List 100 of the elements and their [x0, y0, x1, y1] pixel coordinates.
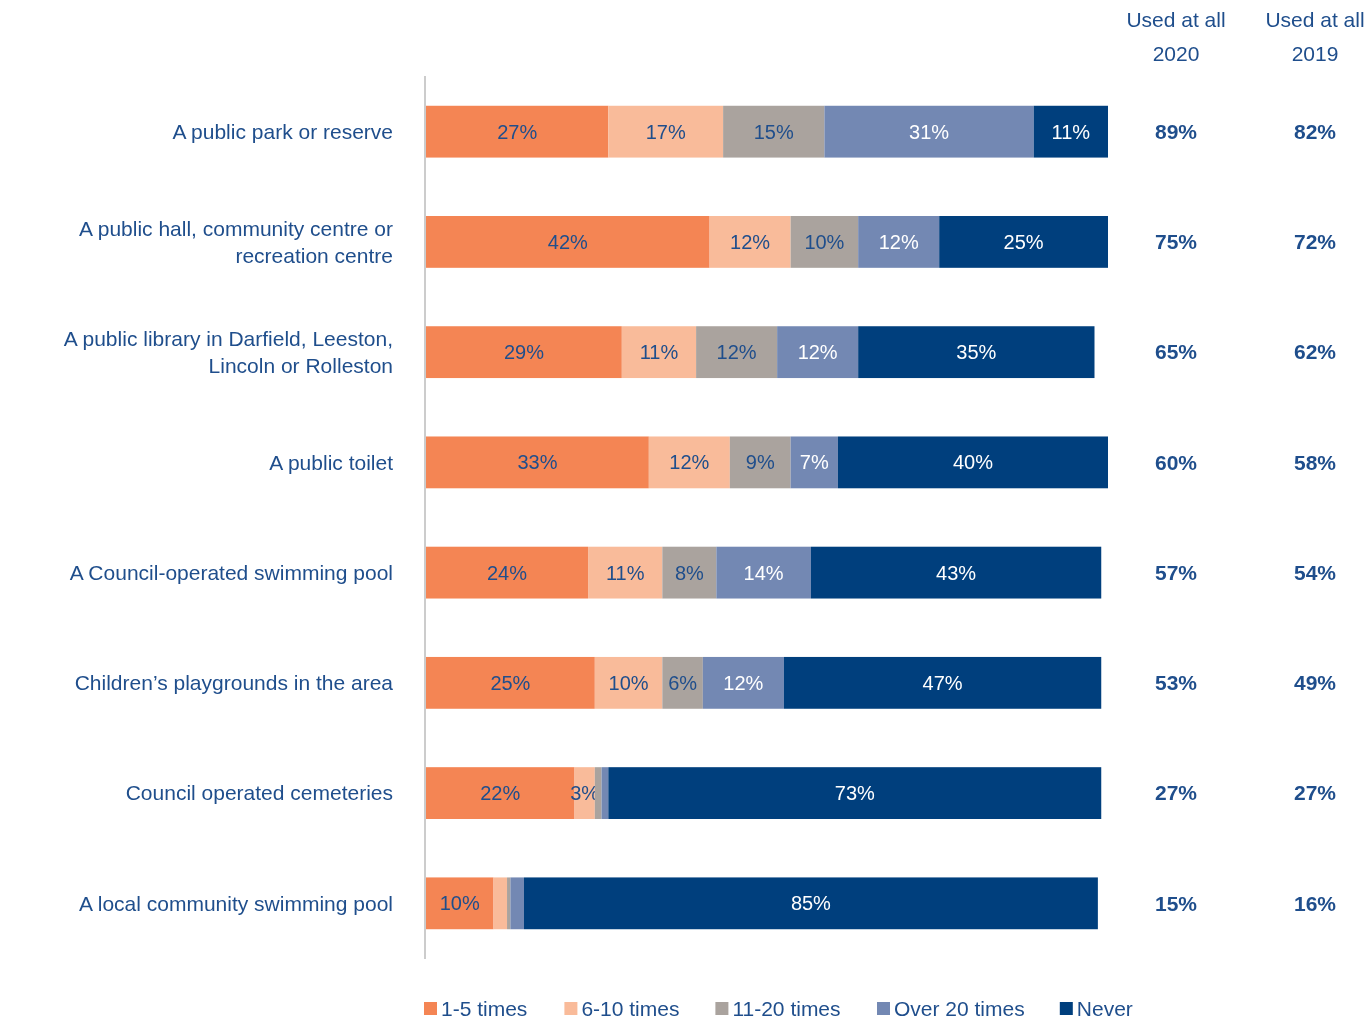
category-label: Used at all 2019	[1265, 8, 1365, 65]
bar	[662, 546, 717, 599]
data-label: 24%	[487, 561, 528, 584]
bar	[810, 546, 1102, 599]
data-label: 42%	[547, 230, 589, 253]
bar	[426, 105, 609, 158]
text: 27%	[1293, 781, 1337, 805]
text: 57%	[1154, 560, 1198, 584]
data-label: 25%	[1003, 230, 1044, 253]
data-label: 10%	[608, 671, 649, 694]
bar	[426, 546, 589, 599]
data-label: 22%	[480, 782, 521, 805]
data-label: 11%	[1051, 120, 1091, 143]
bar	[426, 877, 494, 930]
bar	[621, 326, 697, 379]
legend-label: Never	[1076, 997, 1133, 1019]
data-label: 85%	[790, 892, 832, 915]
legend-label: 6-10 times	[581, 997, 680, 1019]
y-tick-label: A public park or reserve	[172, 120, 393, 144]
bar	[858, 216, 940, 268]
text: 89%	[1154, 120, 1198, 144]
bar	[858, 326, 1095, 379]
bar	[493, 877, 508, 930]
data-label: 29%	[503, 341, 545, 364]
data-label: 14%	[743, 561, 784, 584]
bar	[588, 546, 663, 599]
bar	[426, 656, 595, 709]
text: 15%	[1154, 891, 1198, 915]
data-label: 9%	[745, 451, 775, 474]
text: 49%	[1293, 671, 1337, 695]
data-label: 15%	[753, 120, 794, 143]
text: 16%	[1293, 891, 1337, 915]
text: 82%	[1293, 120, 1337, 144]
bar	[729, 436, 791, 489]
bar	[783, 656, 1102, 709]
text: 58%	[1293, 450, 1337, 474]
data-label: 11%	[639, 341, 679, 364]
data-label: 12%	[730, 230, 771, 253]
bar	[426, 326, 622, 379]
bar	[594, 656, 663, 709]
bar	[648, 436, 730, 489]
data-label: 12%	[723, 671, 764, 694]
bar	[790, 216, 859, 268]
data-label: 6%	[668, 671, 698, 694]
y-tick-label: A public library in Darfield, Leeston, Lincoln or Rolleston	[63, 326, 393, 377]
legend-label: 11-20 times	[732, 997, 841, 1019]
data-label: 12%	[716, 341, 757, 364]
data-label: 7%	[799, 451, 829, 474]
data-label: 12%	[878, 230, 919, 253]
data-label: 25%	[490, 671, 531, 694]
data-label: 12%	[797, 341, 838, 364]
bar	[709, 216, 791, 268]
y-tick-label: Children’s playgrounds in the area	[74, 671, 394, 695]
bar	[696, 326, 778, 379]
text: 54%	[1293, 560, 1337, 584]
bar	[426, 436, 649, 489]
data-label: 10%	[804, 230, 845, 253]
data-label: 27%	[497, 120, 538, 143]
y-tick-label: A local community swimming pool	[79, 891, 393, 915]
text: 65%	[1154, 340, 1198, 364]
y-tick-label: A public hall, community centre or recreation centre	[79, 216, 393, 267]
text: 60%	[1154, 450, 1198, 474]
text: 75%	[1154, 230, 1198, 254]
bar	[723, 105, 825, 158]
bar	[594, 767, 602, 819]
data-label: 33%	[517, 451, 558, 474]
text: 27%	[1154, 781, 1198, 805]
category-label: Used at all 2020	[1126, 8, 1226, 65]
text: 62%	[1293, 340, 1337, 364]
data-label: 35%	[956, 341, 997, 364]
bar	[837, 436, 1108, 489]
bar	[702, 656, 784, 709]
data-label: 47%	[922, 671, 963, 694]
bar	[824, 105, 1034, 158]
bar	[662, 656, 703, 709]
bar	[523, 877, 1098, 930]
text: 53%	[1154, 671, 1198, 695]
data-label: 40%	[952, 451, 994, 474]
data-label: 8%	[674, 561, 705, 584]
bar	[1033, 105, 1108, 158]
data-label: 17%	[645, 120, 686, 143]
data-label: 10%	[439, 892, 480, 915]
data-label: 73%	[834, 782, 876, 805]
data-label: 11%	[605, 561, 645, 584]
bar	[939, 216, 1108, 268]
bar	[608, 767, 1102, 819]
data-label: 43%	[936, 561, 977, 584]
bar	[510, 877, 524, 930]
bar	[777, 326, 859, 379]
bar	[790, 436, 838, 489]
bar	[608, 105, 724, 158]
bar	[716, 546, 811, 599]
data-label: 12%	[669, 451, 710, 474]
bar	[426, 216, 710, 268]
text: 72%	[1293, 230, 1337, 254]
legend-label: 1-5 times	[441, 997, 528, 1019]
data-label: 31%	[909, 120, 950, 143]
y-tick-label: Council operated cemeteries	[125, 781, 393, 805]
y-tick-label: A public toilet	[269, 450, 394, 474]
legend-label: Over 20 times	[894, 997, 1025, 1019]
